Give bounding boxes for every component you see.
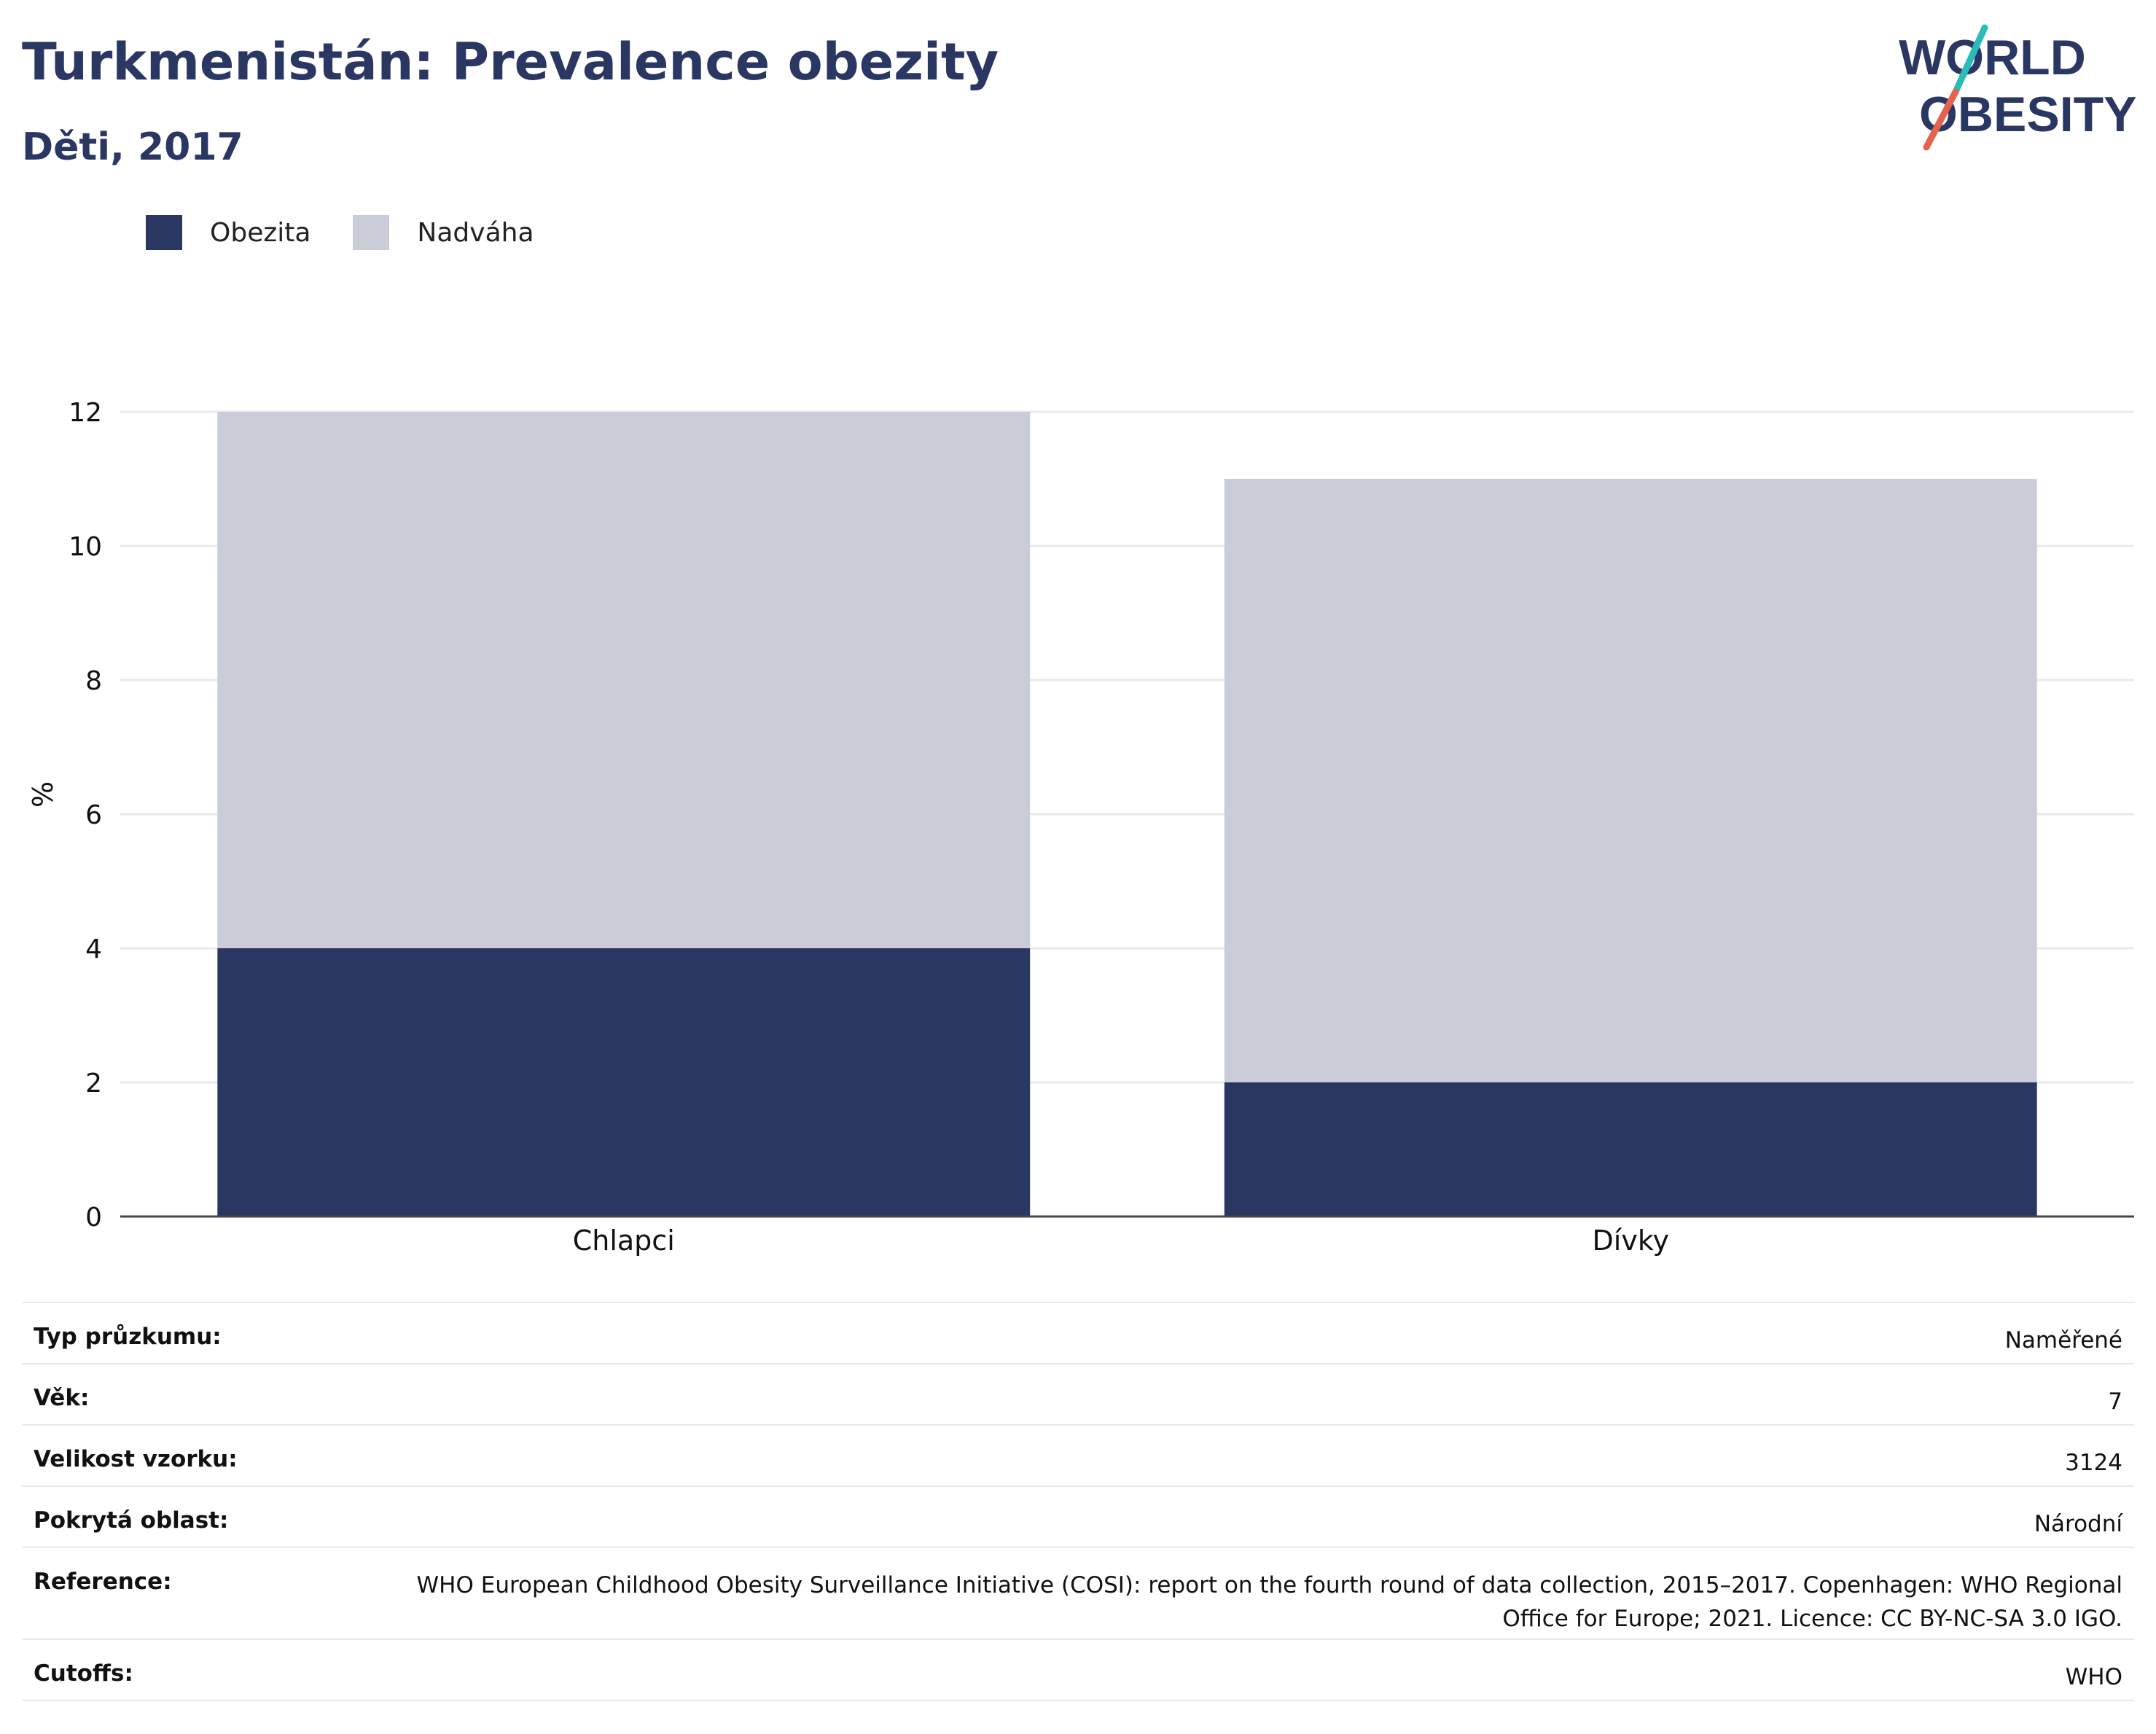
info-value: 7 xyxy=(2108,1389,2122,1415)
y-tick-labels: 0 2 4 6 8 10 12 xyxy=(69,398,102,1233)
legend-swatch-obesity xyxy=(146,215,182,250)
legend: Obezita Nadváha xyxy=(146,215,577,250)
info-row-cutoffs: Cutoffs: WHO xyxy=(22,1639,2134,1701)
info-value: Naměřené xyxy=(2004,1327,2122,1354)
info-key: Typ průzkumu: xyxy=(34,1324,222,1350)
y-tick-label: 4 xyxy=(85,934,102,964)
info-value: WHO xyxy=(2065,1664,2122,1690)
y-tick-label: 12 xyxy=(69,398,102,428)
y-tick-label: 2 xyxy=(85,1069,102,1098)
info-key: Pokrytá oblast: xyxy=(34,1507,229,1534)
logo-slash-teal xyxy=(1952,24,1988,95)
stacked-bar-chart: 0 2 4 6 8 10 12 Chlapci Dívky % xyxy=(27,398,2134,1257)
info-row-sample-size: Velikost vzorku: 3124 xyxy=(22,1424,2134,1485)
legend-label-overweight: Nadváha xyxy=(417,217,534,248)
legend-item-overweight: Nadváha xyxy=(353,215,534,250)
x-tick-label: Dívky xyxy=(1593,1225,1669,1257)
bar-obesity-1 xyxy=(1224,1082,2037,1216)
bar-obesity-0 xyxy=(217,948,1031,1216)
y-tick-label: 8 xyxy=(85,666,102,696)
info-key: Reference: xyxy=(34,1569,172,1595)
info-key: Cutoffs: xyxy=(34,1660,133,1687)
info-table: Typ průzkumu: Naměřené Věk: 7 Velikost v… xyxy=(22,1302,2134,1701)
info-key: Velikost vzorku: xyxy=(34,1446,238,1472)
info-value: 3124 xyxy=(2065,1450,2122,1476)
info-row-reference: Reference: WHO European Childhood Obesit… xyxy=(22,1547,2134,1639)
x-tick-labels: Chlapci Dívky xyxy=(573,1225,1669,1257)
y-tick-label: 10 xyxy=(69,532,102,562)
info-row-survey-type: Typ průzkumu: Naměřené xyxy=(22,1302,2134,1363)
info-value: WHO European Childhood Obesity Surveilla… xyxy=(416,1572,2122,1632)
logo-line1: WORLD xyxy=(1899,30,2086,85)
info-row-age: Věk: 7 xyxy=(22,1363,2134,1424)
legend-label-obesity: Obezita xyxy=(210,217,311,248)
bar-overweight-0 xyxy=(217,412,1031,948)
world-obesity-logo: WORLD OBESITY xyxy=(1899,24,2137,151)
logo-slash-red xyxy=(1923,88,1959,151)
legend-item-obesity: Obezita xyxy=(146,215,310,250)
info-value: Národní xyxy=(2034,1511,2122,1537)
info-key: Věk: xyxy=(34,1385,90,1411)
y-tick-label: 0 xyxy=(85,1203,102,1233)
bar-overweight-1 xyxy=(1224,479,2037,1082)
info-row-area: Pokrytá oblast: Národní xyxy=(22,1485,2134,1547)
chart-subtitle: Děti, 2017 xyxy=(22,125,243,169)
y-tick-label: 6 xyxy=(85,800,102,830)
y-axis-label: % xyxy=(27,781,59,808)
chart-title: Turkmenistán: Prevalence obezity xyxy=(22,32,999,92)
x-tick-label: Chlapci xyxy=(573,1225,675,1257)
bars xyxy=(217,412,2037,1216)
legend-swatch-overweight xyxy=(353,215,390,250)
